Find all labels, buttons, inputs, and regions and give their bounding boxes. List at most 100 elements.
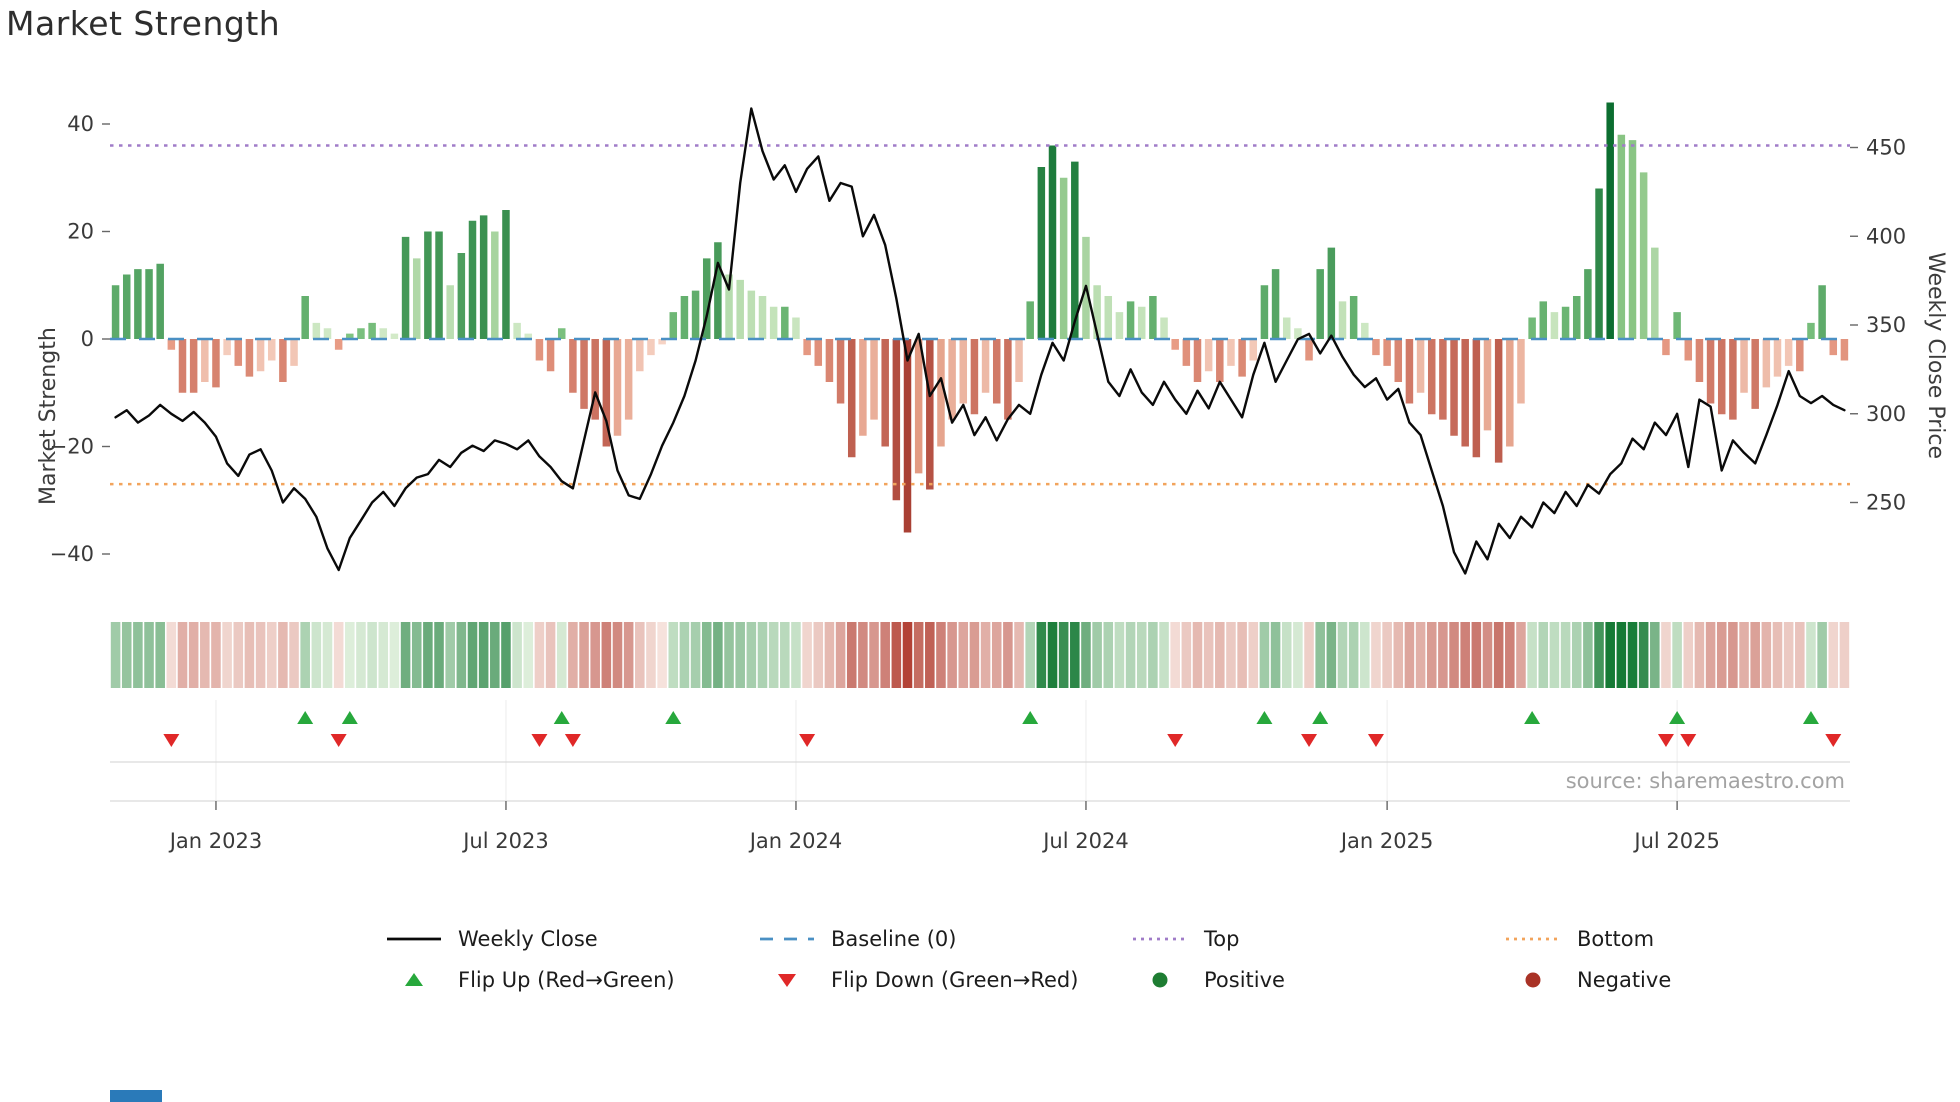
strength-bar bbox=[1349, 296, 1358, 339]
source-text: source: sharemaestro.com bbox=[1566, 769, 1845, 793]
flip-up-triangle-icon bbox=[553, 711, 570, 724]
legend-item-flip-up: Flip Up (Red→Green) bbox=[385, 968, 758, 992]
heatmap-cell bbox=[534, 622, 545, 688]
heatmap-cell bbox=[1014, 622, 1024, 688]
axis-ticks-and-labels: 40 20 0 −20 −40 450 400 350 300 250 Jan 2023 Jul 20… bbox=[50, 112, 1906, 853]
heatmap-cell bbox=[434, 622, 444, 688]
heatmap-cell bbox=[1348, 622, 1359, 688]
heatmap-cell bbox=[1761, 622, 1772, 688]
heatmap-cell bbox=[646, 622, 656, 688]
heatmap-cell bbox=[1371, 622, 1381, 688]
flip-down-triangle-icon bbox=[1680, 734, 1697, 747]
strength-bar bbox=[1383, 339, 1391, 366]
heatmap-cell bbox=[1192, 622, 1203, 688]
chart-legend: Weekly Close Baseline (0) Top Bottom Flip U… bbox=[385, 918, 1877, 1000]
heatmap-cell bbox=[1683, 622, 1694, 688]
strength-bar bbox=[1651, 247, 1659, 339]
strength-bar bbox=[1461, 339, 1469, 447]
strength-bar bbox=[256, 339, 265, 372]
heatmap-cell bbox=[701, 622, 712, 688]
heatmap-cell bbox=[1516, 622, 1526, 688]
x-tick-label: Jul 2024 bbox=[1041, 829, 1128, 853]
strength-bar bbox=[1115, 312, 1124, 339]
heatmap-cell bbox=[545, 622, 556, 688]
strength-bar bbox=[1517, 339, 1525, 404]
heatmap-cell bbox=[445, 622, 455, 688]
legend-weekly-close-icon bbox=[385, 928, 443, 950]
strength-bar bbox=[569, 339, 577, 393]
legend-item-top: Top bbox=[1131, 927, 1504, 951]
heatmap-cell bbox=[1281, 622, 1292, 688]
legend-flip-up-icon bbox=[385, 969, 443, 991]
strength-bar bbox=[647, 339, 655, 356]
strength-bar bbox=[1160, 317, 1168, 339]
strength-bar bbox=[1584, 269, 1592, 339]
left-tick-label: 20 bbox=[67, 220, 94, 244]
heatmap-cell bbox=[177, 622, 188, 688]
heatmap-cell bbox=[166, 622, 177, 688]
strength-bar bbox=[334, 339, 343, 350]
flip-down-triangle-icon bbox=[1367, 734, 1384, 747]
strength-bar bbox=[1494, 339, 1503, 463]
heatmap-cell bbox=[958, 622, 969, 688]
strength-bar bbox=[468, 220, 477, 339]
heatmap-cell bbox=[791, 622, 801, 688]
heatmap-cell bbox=[211, 622, 221, 688]
legend-baseline-icon bbox=[758, 928, 816, 950]
heatmap-cell bbox=[311, 622, 322, 688]
heatmap-cell bbox=[713, 622, 723, 688]
strength-bar bbox=[1506, 339, 1514, 447]
legend-item-positive: Positive bbox=[1131, 968, 1504, 992]
strength-bar bbox=[580, 339, 588, 409]
heatmap-cell bbox=[1304, 622, 1314, 688]
weekly-close-path bbox=[114, 107, 1846, 575]
heatmap-cell bbox=[824, 622, 835, 688]
legend-label-baseline: Baseline (0) bbox=[831, 926, 957, 951]
strength-bar bbox=[1294, 328, 1302, 339]
strength-bar bbox=[591, 339, 599, 420]
strength-bar bbox=[602, 339, 611, 447]
heatmap-cell bbox=[891, 622, 902, 688]
heatmap-cell bbox=[389, 622, 400, 688]
strength-bar bbox=[368, 322, 376, 339]
strength-bar bbox=[669, 312, 678, 339]
heatmap-cell bbox=[1259, 622, 1270, 688]
strength-bar bbox=[1149, 296, 1157, 339]
strength-bar bbox=[981, 339, 990, 393]
heatmap-cell bbox=[1817, 622, 1827, 688]
heatmap-cell bbox=[1203, 622, 1214, 688]
heatmap-cell bbox=[188, 622, 199, 688]
right-tick-label: 250 bbox=[1866, 491, 1906, 515]
reference-lines bbox=[110, 144, 1850, 486]
heatmap-cell bbox=[1114, 622, 1125, 688]
flip-up-triangle-icon bbox=[1312, 711, 1329, 724]
legend-label-flip-up: Flip Up (Red→Green) bbox=[458, 967, 675, 992]
heatmap-cell bbox=[1092, 622, 1102, 688]
legend-item-baseline: Baseline (0) bbox=[758, 927, 1131, 951]
legend-top-icon bbox=[1131, 928, 1189, 950]
heatmap-cell bbox=[110, 622, 121, 688]
x-tick-label: Jul 2023 bbox=[461, 829, 548, 853]
heatmap-cell bbox=[1460, 622, 1470, 688]
heatmap-cell bbox=[1505, 622, 1515, 688]
legend-item-weekly-close: Weekly Close bbox=[385, 927, 758, 951]
strength-bar bbox=[1840, 339, 1849, 361]
heatmap-cell bbox=[1337, 622, 1348, 688]
heatmap-cell bbox=[1560, 622, 1571, 688]
strength-bar bbox=[1740, 339, 1748, 393]
strength-bar bbox=[970, 339, 979, 415]
strength-bar bbox=[1595, 188, 1603, 339]
strength-bar bbox=[557, 328, 566, 339]
heatmap-cell bbox=[813, 622, 824, 688]
strength-bar bbox=[1818, 285, 1826, 339]
strength-bar bbox=[781, 306, 789, 339]
strength-bar bbox=[1528, 317, 1536, 339]
heatmap-cell bbox=[902, 622, 913, 688]
strength-bar bbox=[1216, 339, 1224, 382]
strength-bar bbox=[223, 339, 231, 356]
heatmap-cell bbox=[144, 622, 154, 688]
strength-bar bbox=[1037, 167, 1046, 339]
heatmap-cell bbox=[780, 622, 790, 688]
strength-bar bbox=[1773, 339, 1782, 377]
heatmap-cell bbox=[980, 622, 991, 688]
